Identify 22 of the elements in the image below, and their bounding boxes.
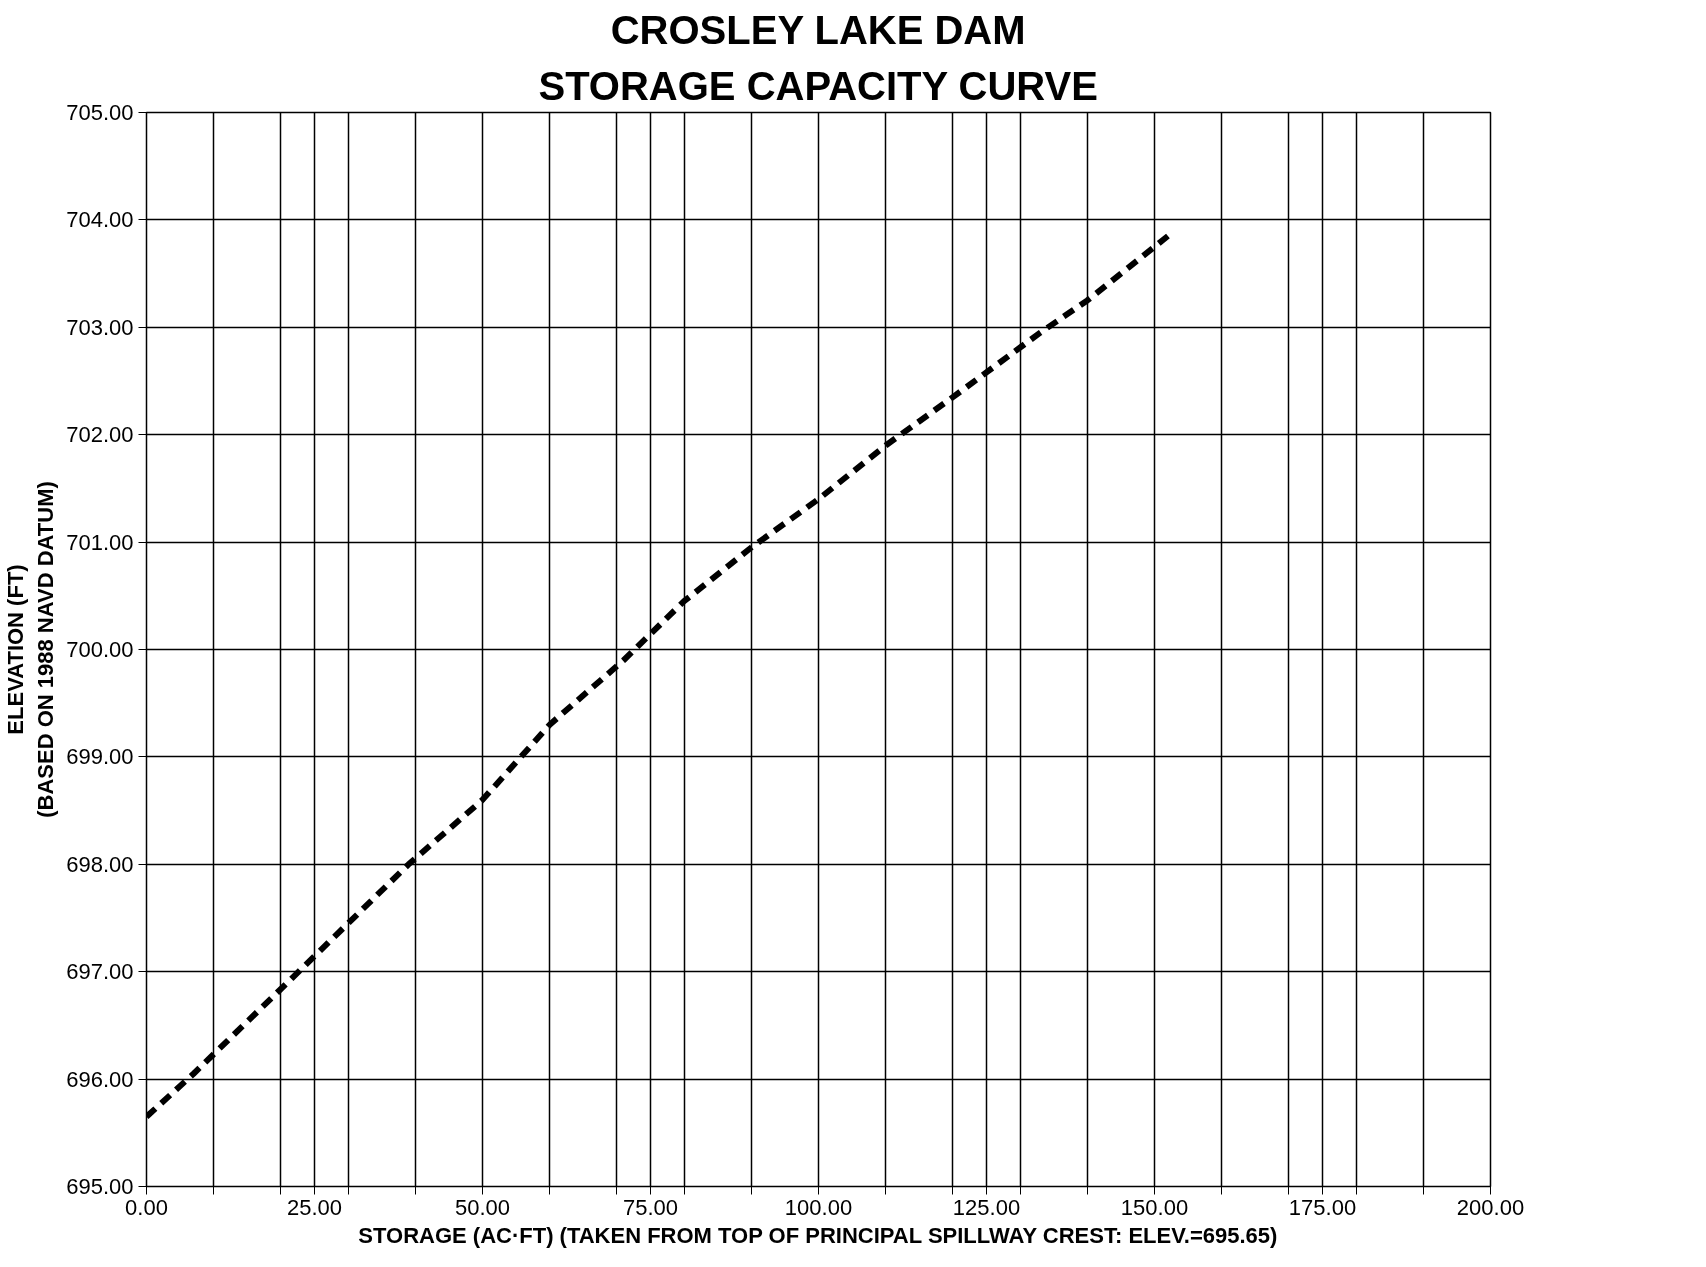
x-tick-label: 50.00 bbox=[454, 1194, 511, 1220]
x-tick-label: 175.00 bbox=[1288, 1194, 1357, 1220]
y-tick-label: 705.00 bbox=[66, 100, 134, 125]
chart-title: CROSLEY LAKE DAM bbox=[610, 7, 1026, 52]
y-tick-label: 702.00 bbox=[66, 422, 134, 448]
y-tick-label: 703.00 bbox=[66, 314, 134, 340]
y-tick-label: 698.00 bbox=[66, 851, 134, 877]
y-tick-label: 700.00 bbox=[66, 637, 134, 662]
x-tick-label: 125.00 bbox=[952, 1194, 1021, 1220]
x-tick-label: 200.00 bbox=[1456, 1194, 1525, 1220]
chart-subtitle: STORAGE CAPACITY CURVE bbox=[538, 63, 1098, 108]
x-tick-label: 25.00 bbox=[286, 1194, 343, 1220]
x-tick-label: 75.00 bbox=[622, 1194, 679, 1220]
y-tick-label: 696.00 bbox=[66, 1066, 134, 1092]
x-axis-title: STORAGE (AC·FT) (TAKEN FROM TOP OF PRINCIPAL SPILLWAY CREST: ELEV.=695.65) bbox=[358, 1222, 1278, 1248]
y-tick-label: 701.00 bbox=[66, 529, 134, 555]
y-tick-label: 699.00 bbox=[66, 744, 134, 770]
x-tick-label: 150.00 bbox=[1120, 1194, 1189, 1220]
x-tick-label: 100.00 bbox=[784, 1194, 853, 1220]
y-tick-label: 704.00 bbox=[66, 207, 134, 233]
y-axis-title: ELEVATION (FT) (BASED ON 1988 NAVD DATUM) bbox=[3, 481, 59, 818]
y-tick-label: 697.00 bbox=[66, 959, 134, 985]
